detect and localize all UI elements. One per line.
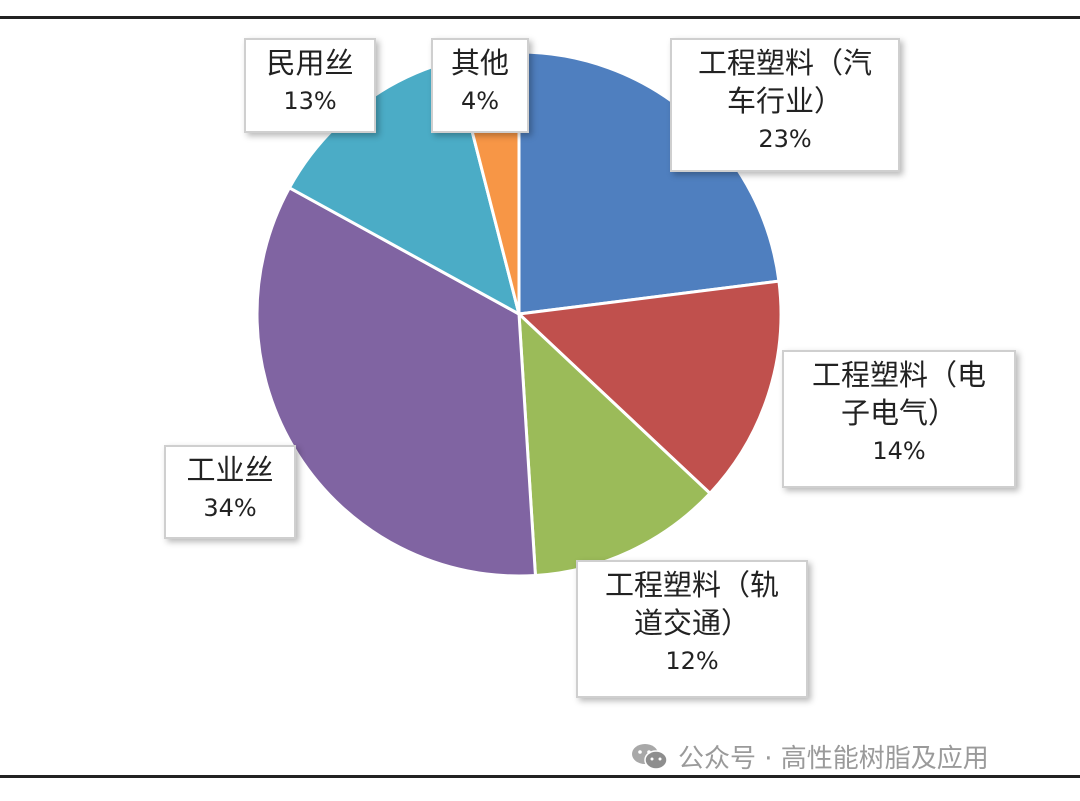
top-rule — [0, 16, 1080, 19]
callout-electronics-line1: 工程塑料（电 — [811, 358, 986, 392]
callout-rail: 工程塑料（轨 道交通） 12% — [576, 560, 808, 698]
watermark: 公众号 · 高性能树脂及应用 — [630, 738, 989, 775]
callout-industrial-yarn-label: 工业丝 — [186, 453, 274, 487]
pie-slice-2 — [517, 310, 713, 578]
callout-civil-yarn-pct: 13% — [283, 87, 337, 115]
pie-slice-1 — [515, 279, 783, 496]
callout-industrial-yarn: 工业丝 34% — [164, 445, 296, 539]
callout-civil-yarn-label: 民用丝 — [266, 46, 354, 80]
callout-rail-line2: 道交通） — [633, 606, 750, 640]
watermark-text: 公众号 · 高性能树脂及应用 — [678, 744, 989, 774]
callout-other-label: 其他 — [450, 46, 509, 80]
callout-electronics: 工程塑料（电 子电气） 14% — [782, 350, 1016, 488]
callout-industrial-yarn-pct: 34% — [203, 494, 257, 522]
callout-electronics-line2: 子电气） — [840, 396, 957, 430]
callout-rail-pct: 12% — [665, 647, 719, 675]
callout-automotive-line2: 车行业） — [726, 84, 843, 118]
callout-other-pct: 4% — [460, 87, 500, 115]
callout-rail-line1: 工程塑料（轨 — [604, 568, 779, 602]
bottom-rule — [0, 775, 1080, 778]
wechat-icon — [632, 743, 668, 770]
callout-automotive-pct: 23% — [758, 125, 812, 153]
callout-other: 其他 4% — [431, 38, 529, 133]
callout-civil-yarn: 民用丝 13% — [244, 38, 376, 133]
callout-electronics-pct: 14% — [872, 437, 926, 465]
callout-automotive: 工程塑料（汽 车行业） 23% — [670, 38, 900, 172]
callout-automotive-line1: 工程塑料（汽 — [697, 46, 872, 80]
